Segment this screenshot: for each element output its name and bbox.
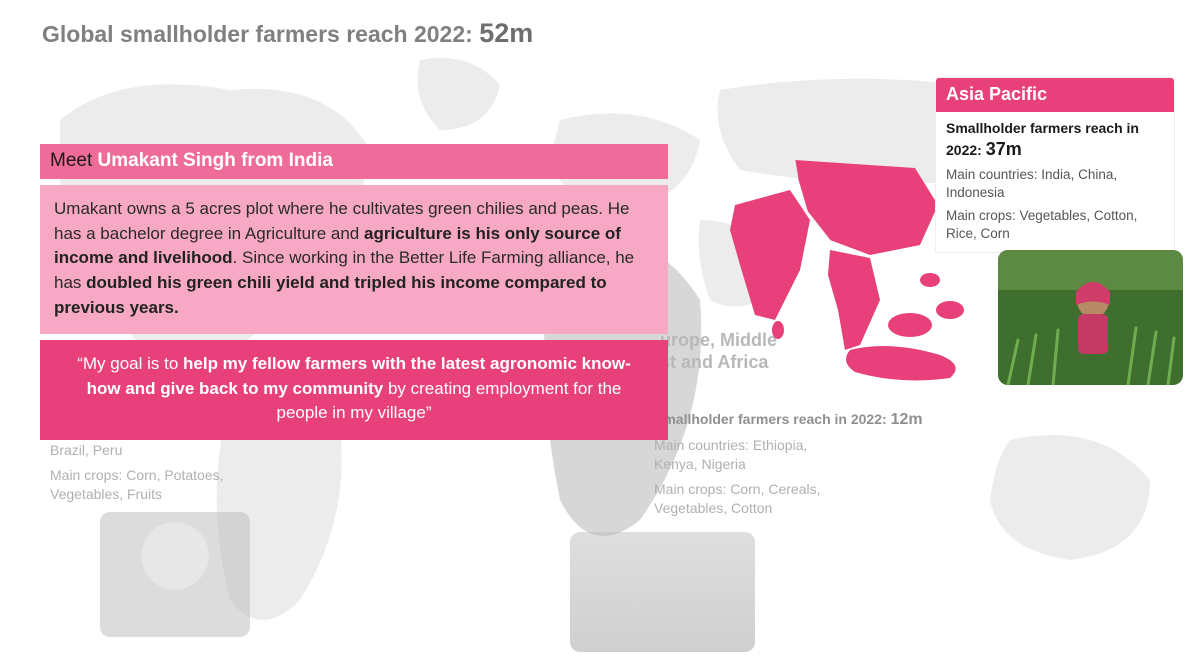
photo-emea — [570, 532, 755, 652]
emea-reach: Smallholder farmers reach in 2022: 12m — [654, 410, 923, 430]
emea-countries: Main countries: Ethiopia, Kenya, Nigeria — [654, 436, 834, 474]
region-emea: Smallholder farmers reach in 2022: 12m M… — [654, 410, 923, 518]
title-prefix: Global smallholder farmers reach 2022: — [42, 21, 479, 47]
story-quote: “My goal is to help my fellow farmers wi… — [40, 340, 668, 440]
photo-americas — [100, 512, 250, 637]
infographic-stage: Global smallholder farmers reach 2022: 5… — [0, 0, 1200, 671]
page-title: Global smallholder farmers reach 2022: 5… — [42, 18, 533, 49]
story-meet: Meet Umakant Singh from India — [40, 144, 668, 179]
ap-reach: Smallholder farmers reach in 2022: 37m — [946, 120, 1164, 160]
story-meet-prefix: Meet — [50, 150, 98, 171]
ap-crops: Main crops: Vegetables, Cotton, Rice, Co… — [946, 207, 1164, 242]
story-name: Umakant Singh from India — [98, 150, 333, 171]
region-asia-pacific-card: Asia Pacific Smallholder farmers reach i… — [936, 78, 1174, 252]
story-overlay: Meet Umakant Singh from India Umakant ow… — [40, 144, 668, 440]
story-paragraph: Umakant owns a 5 acres plot where he cul… — [40, 185, 668, 334]
asia-map-highlight — [680, 150, 980, 400]
ap-countries: Main countries: India, China, Indonesia — [946, 166, 1164, 201]
ap-title: Asia Pacific — [936, 78, 1174, 112]
photo-asia-pacific — [998, 250, 1183, 385]
title-value: 52m — [479, 18, 533, 48]
americas-crops: Main crops: Corn, Potatoes, Vegetables, … — [50, 466, 230, 504]
emea-crops: Main crops: Corn, Cereals, Vegetables, C… — [654, 480, 834, 518]
